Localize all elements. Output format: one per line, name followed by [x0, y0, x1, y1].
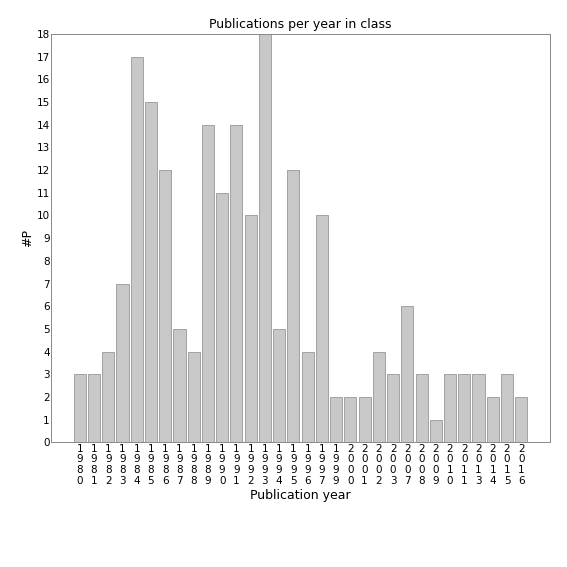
Bar	[188, 352, 200, 442]
Bar	[74, 374, 86, 442]
Bar	[373, 352, 385, 442]
Bar	[472, 374, 485, 442]
Bar	[174, 329, 185, 442]
Bar	[444, 374, 456, 442]
Bar	[330, 397, 342, 442]
Bar	[102, 352, 115, 442]
Bar	[287, 170, 299, 442]
Bar	[230, 125, 243, 442]
Bar	[501, 374, 513, 442]
Bar	[316, 215, 328, 442]
Bar	[88, 374, 100, 442]
Bar	[302, 352, 314, 442]
Bar	[202, 125, 214, 442]
Bar	[145, 102, 157, 442]
Bar	[515, 397, 527, 442]
Bar	[116, 284, 129, 442]
Bar	[401, 306, 413, 442]
Bar	[130, 57, 143, 442]
Bar	[216, 193, 229, 442]
X-axis label: Publication year: Publication year	[250, 489, 351, 502]
Bar	[358, 397, 371, 442]
Bar	[259, 34, 271, 442]
Bar	[273, 329, 285, 442]
Bar	[458, 374, 471, 442]
Title: Publications per year in class: Publications per year in class	[209, 19, 392, 31]
Bar	[430, 420, 442, 442]
Bar	[244, 215, 257, 442]
Bar	[344, 397, 357, 442]
Bar	[416, 374, 428, 442]
Bar	[159, 170, 171, 442]
Bar	[486, 397, 499, 442]
Bar	[387, 374, 399, 442]
Y-axis label: #P: #P	[20, 229, 33, 247]
